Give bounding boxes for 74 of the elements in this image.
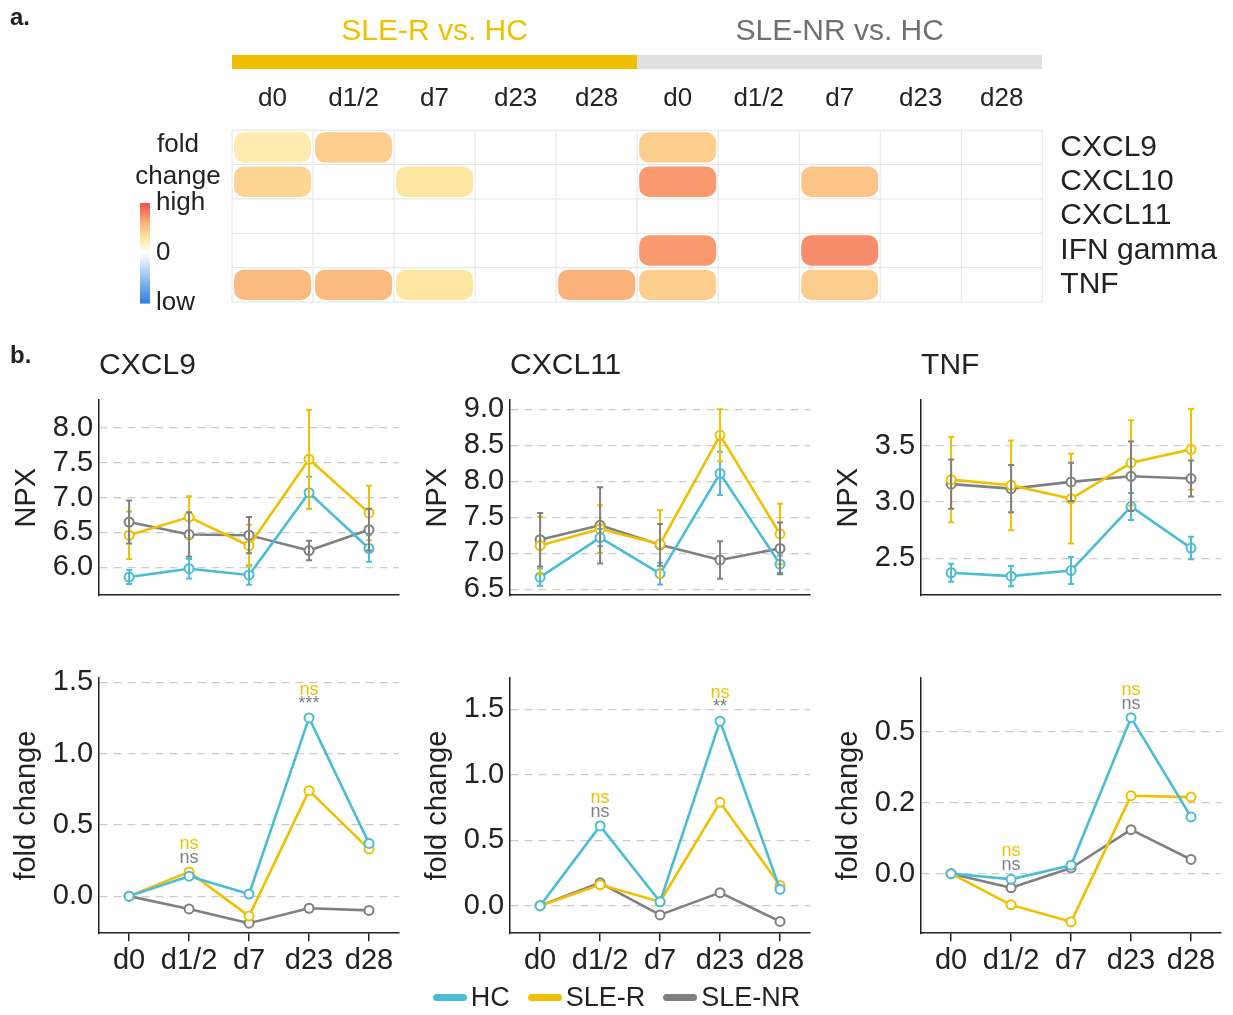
x-tick-label: d23 <box>493 81 538 112</box>
legend-label: SLE-NR <box>701 982 801 1013</box>
x-tick-label: d28 <box>344 942 394 975</box>
x-tick-label: d28 <box>574 81 619 112</box>
x-tick-label: d7 <box>1054 942 1088 975</box>
x-tick-label: d1/2 <box>160 942 218 975</box>
x-tick-label: d1/2 <box>571 942 629 975</box>
chart-title: CXCL11 <box>510 347 622 381</box>
y-axis-title: fold change <box>9 730 42 881</box>
y-axis-title: NPX <box>420 467 453 528</box>
y-tick-label: 7.5 <box>52 444 94 477</box>
x-tick-label: d23 <box>899 81 943 112</box>
chart-title: CXCL9 <box>99 347 196 381</box>
y-tick-label: 2.5 <box>874 540 916 573</box>
color-bar-label: low <box>156 286 196 317</box>
x-tick-label: d23 <box>284 942 334 975</box>
y-tick-label: 7.0 <box>52 479 94 512</box>
x-tick-label: d7 <box>232 942 266 975</box>
legend-label: HC <box>470 982 510 1013</box>
y-tick-label: 8.5 <box>463 427 505 460</box>
y-tick-label: 1.5 <box>52 664 94 697</box>
legend-label: SLE-R <box>565 982 646 1013</box>
y-tick-label: 8.0 <box>463 463 505 496</box>
y-tick-label: 3.5 <box>874 428 916 460</box>
text: b. <box>10 340 32 368</box>
y-tick-label: 0.0 <box>52 878 94 911</box>
y-tick-label: 0.5 <box>874 713 916 746</box>
x-tick-label: d0 <box>934 942 968 975</box>
x-tick-label: d28 <box>1166 942 1216 975</box>
x-tick-label: d1/2 <box>982 942 1040 975</box>
x-tick-label: d7 <box>420 81 450 112</box>
x-tick-label: d23 <box>1106 942 1156 975</box>
x-tick-label: d7 <box>825 81 855 112</box>
y-tick-label: 1.5 <box>463 691 505 724</box>
y-tick-label: 0.0 <box>463 887 505 920</box>
y-tick-label: 6.5 <box>463 571 505 604</box>
color-bar-label: 0 <box>156 236 171 267</box>
y-tick-label: 9.0 <box>463 391 505 424</box>
y-axis-title: fold change <box>420 730 453 881</box>
y-tick-label: CXCL10 <box>1060 163 1174 197</box>
x-tick-label: d7 <box>643 942 677 975</box>
y-tick-label: 6.5 <box>52 514 94 547</box>
y-tick-label: CXCL9 <box>1060 128 1158 162</box>
y-tick-label: 1.0 <box>52 735 94 768</box>
x-tick-label: d28 <box>980 81 1024 112</box>
text: SLE-R vs. HC <box>341 13 528 47</box>
x-tick-label: d0 <box>523 942 557 975</box>
y-tick-label: CXCL11 <box>1060 197 1172 231</box>
y-tick-label: 0.0 <box>874 855 916 888</box>
x-tick-label: d28 <box>755 942 805 975</box>
y-tick-label: 6.0 <box>52 549 94 582</box>
y-tick-label: IFN gamma <box>1060 231 1218 265</box>
x-tick-label: d1/2 <box>328 81 379 112</box>
y-axis-title: NPX <box>831 467 864 528</box>
y-tick-label: 1.0 <box>463 756 505 789</box>
x-tick-label: d0 <box>112 942 146 975</box>
y-tick-label: 8.0 <box>52 409 94 442</box>
y-tick-label: 0.5 <box>52 806 94 839</box>
y-tick-label: 7.0 <box>463 535 505 568</box>
y-tick-label: 0.5 <box>463 822 505 855</box>
x-tick-label: d0 <box>258 81 287 112</box>
chart-title: TNF <box>921 347 980 381</box>
y-tick-label: TNF <box>1060 266 1119 300</box>
y-axis-title: fold change <box>831 730 864 881</box>
y-tick-label: 0.2 <box>874 784 916 817</box>
y-tick-label: 7.5 <box>463 499 505 532</box>
x-tick-label: d0 <box>663 81 693 112</box>
text: SLE-NR vs. HC <box>735 13 944 47</box>
text: a. <box>10 2 31 30</box>
x-tick-label: d1/2 <box>733 81 784 112</box>
y-tick-label: 3.0 <box>874 484 916 517</box>
y-axis-title: NPX <box>9 467 42 528</box>
annotation: ns <box>1001 840 1021 861</box>
x-tick-label: d23 <box>695 942 745 975</box>
